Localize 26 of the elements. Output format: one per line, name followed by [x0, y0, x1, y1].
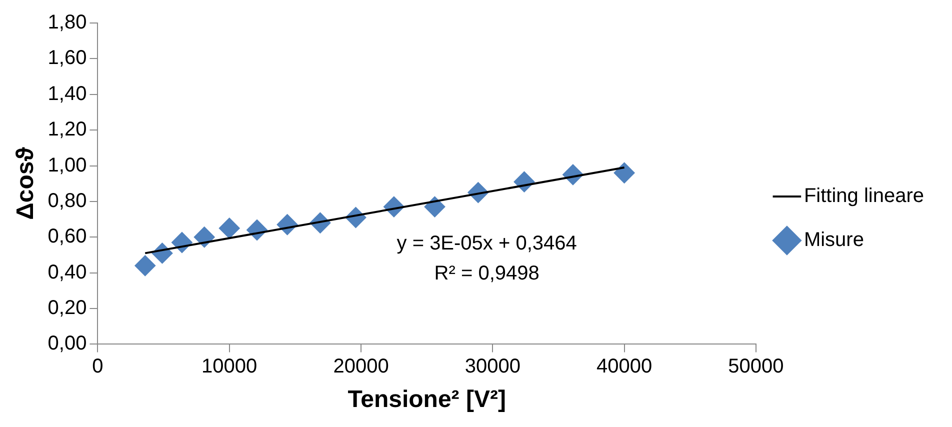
y-tick-label: 1,00: [48, 154, 87, 176]
y-tick-label: 0,80: [48, 190, 87, 212]
x-tick-label: 30000: [464, 356, 520, 378]
y-tick-label: 0,00: [48, 332, 87, 355]
x-tick-label: 10000: [202, 356, 258, 378]
x-tick-label: 40000: [596, 356, 652, 378]
legend-label: Misure: [804, 229, 864, 252]
x-tick-label: 20000: [333, 356, 389, 378]
y-axis-title: Δcosϑ: [12, 147, 40, 220]
point: [424, 196, 446, 218]
y-tick-label: 1,20: [48, 118, 87, 141]
y-tick-label: 1,60: [48, 47, 87, 70]
point: [218, 218, 240, 239]
y-tick-label: 1,80: [48, 12, 87, 34]
annotation: R² = 0,9498: [434, 262, 540, 285]
y-tick-label: 0,60: [48, 226, 87, 248]
y-tick-label: 1,40: [48, 82, 87, 105]
point: [134, 255, 156, 276]
y-tick-label: 0,40: [48, 261, 87, 284]
point: [614, 162, 635, 184]
y-tick-label: 0,20: [48, 297, 87, 320]
x-axis-title: Tensione² [V²]: [348, 386, 506, 414]
legend-label: Fitting lineare: [804, 185, 924, 208]
x-tick-label: 0: [92, 356, 104, 378]
annotation: y = 3E-05x + 0,3464: [396, 232, 577, 255]
x-tick-label: 50000: [728, 356, 784, 378]
